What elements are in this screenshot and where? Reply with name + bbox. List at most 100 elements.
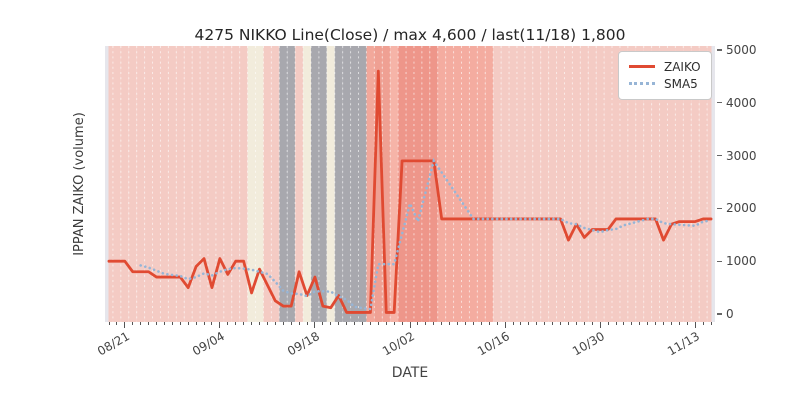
day-band [469, 46, 478, 322]
day-band [350, 46, 359, 322]
zaiko-line-swatch [629, 65, 655, 68]
y-tick-label: 0 [726, 307, 734, 321]
x-minor-tick [274, 322, 276, 326]
day-band [516, 46, 525, 322]
y-tick-mark [717, 207, 722, 210]
day-band [366, 46, 375, 322]
x-minor-tick [528, 322, 530, 326]
chart-title: 4275 NIKKO Line(Close) / max 4,600 / las… [194, 26, 626, 44]
x-minor-tick [156, 322, 157, 326]
day-band [334, 46, 343, 322]
zaiko-line [107, 69, 713, 314]
x-minor-tick [686, 322, 688, 326]
day-band [429, 46, 438, 322]
x-minor-tick [417, 322, 419, 326]
day-band [556, 46, 565, 322]
y-tick-mark [717, 102, 722, 104]
day-band [627, 46, 636, 322]
day-band [532, 46, 541, 322]
x-minor-tick [663, 322, 664, 326]
x-minor-tick [631, 322, 633, 326]
y-tick-mark [717, 155, 722, 157]
x-minor-tick [235, 322, 237, 326]
day-band [239, 46, 248, 322]
y-tick-mark [717, 49, 722, 51]
x-minor-tick [647, 322, 649, 326]
day-band [342, 46, 351, 322]
x-minor-tick [354, 322, 355, 326]
x-minor-tick [710, 322, 712, 326]
x-minor-tick [488, 322, 490, 326]
day-band [192, 46, 201, 322]
x-minor-tick [575, 322, 577, 326]
x-minor-tick [243, 322, 245, 326]
day-band [421, 46, 430, 322]
x-minor-tick [615, 322, 617, 326]
day-band [255, 46, 264, 322]
day-band [152, 46, 161, 322]
day-band [382, 46, 391, 322]
x-minor-tick [393, 322, 395, 326]
day-band [580, 46, 589, 322]
day-band [619, 46, 628, 322]
day-band [200, 46, 209, 322]
day-band [128, 46, 137, 322]
x-minor-tick [251, 322, 253, 326]
x-minor-tick [148, 322, 150, 326]
day-band [136, 46, 145, 322]
day-band [572, 46, 581, 322]
x-minor-tick [140, 322, 142, 326]
x-minor-tick [639, 322, 641, 326]
x-minor-tick [211, 322, 213, 326]
x-minor-tick [377, 322, 379, 326]
x-minor-tick [702, 322, 704, 326]
y-tick-label: 4000 [726, 95, 757, 110]
x-minor-tick [560, 322, 561, 326]
x-minor-tick [163, 322, 165, 326]
x-minor-tick [552, 322, 554, 326]
day-band [215, 46, 224, 322]
day-band [287, 46, 296, 322]
day-band [310, 46, 319, 322]
day-band [105, 46, 113, 322]
day-band [160, 46, 169, 322]
day-band [659, 46, 668, 322]
day-band [295, 46, 304, 322]
day-band [390, 46, 399, 322]
x-minor-tick [195, 322, 197, 326]
x-minor-tick [369, 322, 371, 326]
legend-label-zaiko: ZAIKO [664, 59, 701, 74]
sma5-line [139, 157, 713, 311]
x-major-tick [124, 322, 126, 328]
plot-area [105, 46, 715, 322]
day-band [247, 46, 256, 322]
day-band [485, 46, 494, 322]
x-minor-tick [132, 322, 134, 326]
y-axis-label: IPPAN ZAIKO (volume) [72, 112, 87, 256]
day-band [524, 46, 533, 322]
x-minor-tick [670, 322, 672, 326]
x-major-tick [314, 322, 316, 328]
x-minor-tick [330, 322, 332, 326]
x-minor-tick [259, 322, 260, 326]
x-minor-tick [290, 322, 292, 326]
x-minor-tick [623, 322, 625, 326]
legend-label-sma5: SMA5 [664, 76, 698, 91]
y-tick-mark [717, 260, 722, 262]
x-minor-tick [362, 322, 363, 326]
x-minor-tick [171, 322, 173, 326]
day-band [635, 46, 644, 322]
x-major-tick [599, 322, 601, 328]
day-band [231, 46, 240, 322]
y-tick-label: 2000 [726, 201, 757, 216]
edge-strip-left [105, 46, 109, 322]
day-band [643, 46, 652, 322]
day-band [596, 46, 605, 322]
day-band [548, 46, 557, 322]
y-axis-ticks: 0 1000 2000 3000 4000 5000 [715, 43, 800, 322]
x-minor-tick [322, 322, 324, 326]
x-minor-tick [607, 322, 609, 326]
day-band [120, 46, 129, 322]
day-band [691, 46, 700, 322]
